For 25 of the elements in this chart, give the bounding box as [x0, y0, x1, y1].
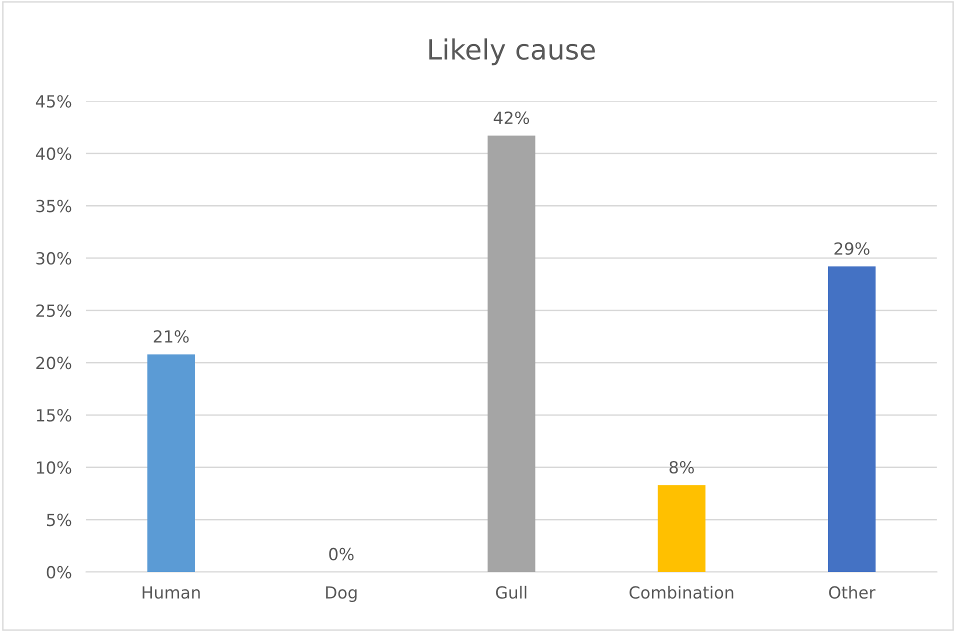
- bar: [658, 485, 706, 572]
- chart-title: Likely cause: [429, 38, 595, 66]
- x-tick-label: Gull: [496, 586, 526, 599]
- y-tick-label: 20%: [36, 356, 72, 370]
- y-tick-label: 40%: [36, 147, 72, 160]
- bar: [488, 136, 536, 572]
- y-tick-label: 5%: [46, 514, 72, 526]
- x-tick-label: Other: [829, 586, 876, 599]
- data-label: 29%: [834, 242, 870, 255]
- data-label: 42%: [494, 111, 530, 124]
- y-tick-label: 25%: [36, 304, 72, 317]
- x-tick-label: Combination: [630, 586, 734, 599]
- y-tick-label: 30%: [36, 252, 72, 265]
- x-tick-label: Human: [142, 586, 200, 599]
- y-tick-label: 45%: [36, 95, 72, 108]
- y-tick-label: 0%: [46, 566, 72, 579]
- bar: [828, 266, 876, 572]
- bar: [147, 354, 195, 572]
- y-tick-label: 10%: [36, 461, 72, 474]
- y-tick-label: 35%: [36, 200, 72, 212]
- data-label: 8%: [670, 460, 694, 474]
- y-tick-label: 15%: [36, 408, 72, 422]
- x-tick-label: Dog: [326, 586, 357, 602]
- data-label: 21%: [154, 330, 189, 343]
- data-label: 0%: [329, 548, 354, 560]
